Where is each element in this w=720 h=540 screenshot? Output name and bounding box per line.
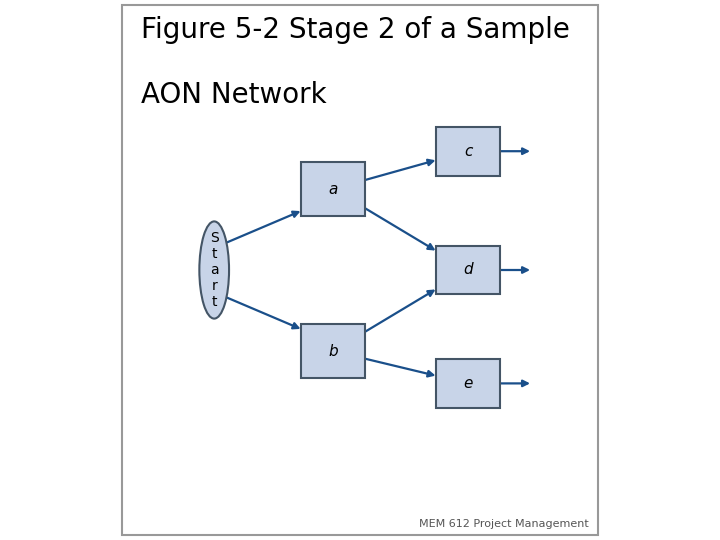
Text: b: b	[328, 343, 338, 359]
Text: AON Network: AON Network	[141, 81, 327, 109]
Ellipse shape	[199, 221, 229, 319]
Text: S
t
a
r
t: S t a r t	[210, 231, 219, 309]
Text: MEM 612 Project Management: MEM 612 Project Management	[418, 519, 588, 529]
Text: d: d	[463, 262, 473, 278]
Text: Figure 5-2 Stage 2 of a Sample: Figure 5-2 Stage 2 of a Sample	[141, 16, 570, 44]
FancyBboxPatch shape	[301, 324, 365, 378]
FancyBboxPatch shape	[301, 162, 365, 216]
FancyBboxPatch shape	[436, 359, 500, 408]
Text: c: c	[464, 144, 472, 159]
FancyBboxPatch shape	[436, 246, 500, 294]
Text: e: e	[463, 376, 473, 391]
FancyBboxPatch shape	[436, 127, 500, 176]
Text: a: a	[328, 181, 338, 197]
